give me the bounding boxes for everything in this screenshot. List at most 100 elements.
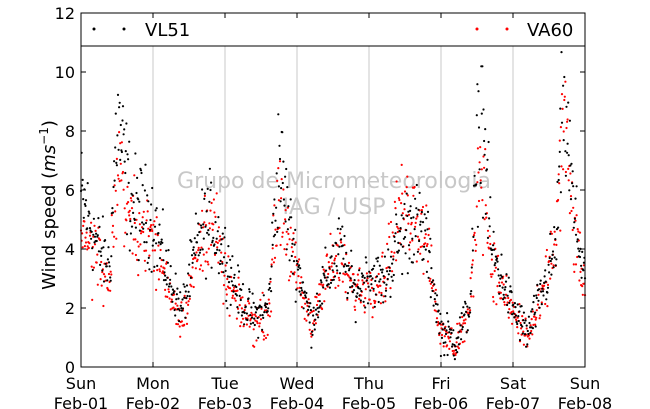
point-va60 bbox=[150, 224, 153, 227]
point-vl51 bbox=[476, 225, 479, 228]
point-va60 bbox=[215, 240, 218, 243]
point-vl51 bbox=[490, 253, 493, 256]
point-vl51 bbox=[229, 303, 232, 306]
point-va60 bbox=[504, 293, 508, 296]
point-va60 bbox=[473, 231, 476, 234]
point-vl51 bbox=[293, 243, 296, 246]
point-vl51 bbox=[420, 210, 423, 214]
point-va60 bbox=[456, 345, 459, 348]
point-va60 bbox=[240, 307, 243, 310]
point-vl51 bbox=[264, 306, 268, 309]
point-va60 bbox=[560, 93, 564, 96]
point-va60 bbox=[142, 210, 145, 213]
point-vl51 bbox=[125, 233, 129, 236]
point-va60 bbox=[508, 308, 511, 311]
point-vl51 bbox=[559, 107, 562, 110]
point-vl51 bbox=[273, 233, 277, 236]
point-va60 bbox=[537, 293, 540, 296]
point-vl51 bbox=[170, 293, 173, 296]
point-vl51 bbox=[164, 278, 167, 282]
point-vl51 bbox=[218, 262, 222, 266]
point-va60 bbox=[96, 283, 99, 286]
point-va60 bbox=[117, 177, 120, 180]
point-va60 bbox=[228, 314, 231, 317]
point-vl51 bbox=[202, 237, 205, 240]
point-va60 bbox=[306, 304, 309, 307]
point-va60 bbox=[359, 301, 362, 304]
point-vl51 bbox=[310, 346, 313, 349]
point-va60 bbox=[289, 226, 292, 229]
point-vl51 bbox=[307, 308, 310, 311]
point-vl51 bbox=[549, 232, 552, 235]
point-va60 bbox=[238, 304, 241, 307]
point-va60 bbox=[479, 179, 482, 182]
point-vl51 bbox=[342, 257, 345, 260]
point-va60 bbox=[532, 323, 535, 326]
point-vl51 bbox=[494, 262, 497, 265]
point-va60 bbox=[148, 254, 151, 257]
point-vl51 bbox=[132, 211, 135, 214]
point-vl51 bbox=[190, 254, 194, 257]
point-vl51 bbox=[388, 266, 391, 269]
point-va60 bbox=[426, 260, 430, 263]
point-vl51 bbox=[87, 214, 90, 217]
point-va60 bbox=[209, 209, 212, 212]
point-vl51 bbox=[471, 227, 474, 230]
point-vl51 bbox=[326, 276, 329, 279]
point-va60 bbox=[382, 295, 385, 298]
point-va60 bbox=[183, 294, 186, 297]
point-vl51 bbox=[404, 252, 407, 255]
point-vl51 bbox=[221, 232, 224, 235]
point-vl51 bbox=[138, 229, 141, 232]
point-vl51 bbox=[207, 233, 210, 236]
point-va60 bbox=[99, 278, 102, 281]
point-va60 bbox=[239, 297, 242, 300]
point-vl51 bbox=[86, 227, 89, 230]
point-vl51 bbox=[551, 250, 555, 253]
point-va60 bbox=[534, 323, 537, 326]
point-vl51 bbox=[433, 283, 436, 286]
point-va60 bbox=[333, 257, 337, 260]
point-va60 bbox=[392, 255, 395, 258]
x-tick-weekday-4: Thu bbox=[353, 374, 384, 393]
point-va60 bbox=[147, 235, 150, 238]
point-va60 bbox=[353, 305, 356, 308]
point-vl51 bbox=[90, 230, 93, 233]
point-vl51 bbox=[539, 279, 542, 282]
point-va60 bbox=[563, 98, 566, 102]
point-vl51 bbox=[281, 181, 284, 185]
point-vl51 bbox=[494, 255, 497, 258]
point-va60 bbox=[394, 207, 397, 210]
point-vl51 bbox=[550, 273, 553, 276]
point-va60 bbox=[457, 347, 460, 350]
point-va60 bbox=[544, 255, 547, 258]
point-va60 bbox=[579, 270, 582, 273]
point-va60 bbox=[107, 289, 110, 292]
point-va60 bbox=[409, 232, 412, 235]
point-va60 bbox=[194, 267, 197, 270]
point-va60 bbox=[425, 204, 428, 207]
point-vl51 bbox=[164, 274, 167, 277]
point-va60 bbox=[269, 280, 272, 283]
point-vl51 bbox=[144, 221, 148, 225]
watermark-line-2: IAG / USP bbox=[283, 195, 386, 220]
point-va60 bbox=[572, 206, 575, 209]
point-vl51 bbox=[285, 167, 288, 171]
point-vl51 bbox=[568, 119, 572, 122]
point-vl51 bbox=[578, 255, 582, 259]
point-va60 bbox=[128, 214, 131, 217]
point-va60 bbox=[102, 304, 105, 308]
point-va60 bbox=[253, 345, 256, 348]
point-vl51 bbox=[447, 320, 450, 323]
point-vl51 bbox=[449, 328, 453, 331]
point-va60 bbox=[153, 249, 157, 252]
point-vl51 bbox=[225, 261, 228, 264]
point-vl51 bbox=[82, 198, 85, 201]
point-va60 bbox=[346, 298, 349, 301]
point-vl51 bbox=[267, 307, 270, 310]
point-va60 bbox=[385, 267, 388, 270]
point-vl51 bbox=[169, 265, 172, 268]
point-va60 bbox=[158, 268, 161, 271]
point-va60 bbox=[360, 294, 363, 297]
point-vl51 bbox=[168, 282, 171, 285]
